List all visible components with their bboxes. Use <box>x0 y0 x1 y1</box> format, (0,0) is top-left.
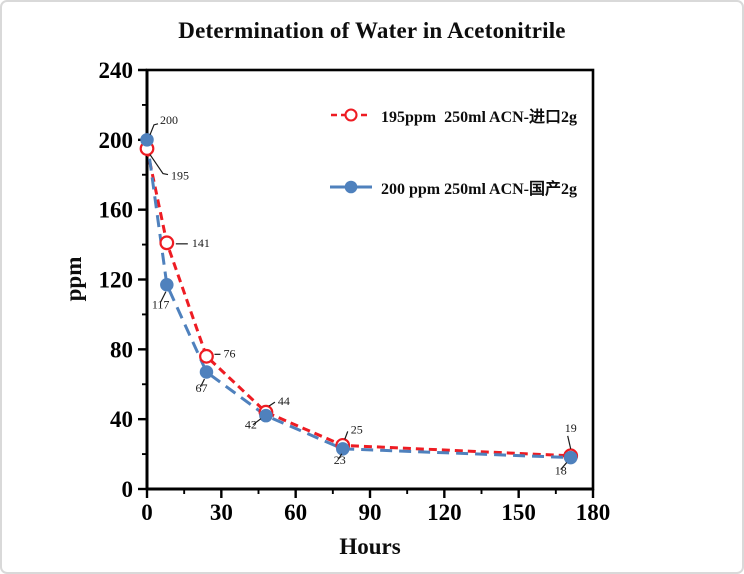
series-line-domestic <box>145 139 571 460</box>
data-point-label-domestic: 117 <box>152 298 170 312</box>
x-axis-title: Hours <box>339 534 401 559</box>
data-point-marker-domestic <box>199 365 214 379</box>
data-point-marker-domestic <box>160 277 174 292</box>
point-label-leader-imported <box>149 154 169 176</box>
point-label-leader-domestic <box>252 418 262 426</box>
x-tick-label: 30 <box>210 500 233 525</box>
data-point-label-imported: 195 <box>171 169 189 183</box>
y-tick-label: 240 <box>99 58 134 83</box>
data-point-label-domestic: 67 <box>195 381 207 395</box>
legend-item-domestic: 200 ppm 250ml ACN-国产2g <box>328 177 578 198</box>
y-tick-label: 200 <box>99 128 134 153</box>
point-label-leader-domestic <box>199 378 206 388</box>
point-label-leader-domestic <box>338 453 343 460</box>
y-tick-label: 40 <box>110 407 133 432</box>
y-tick-label: 80 <box>110 337 133 362</box>
point-label-leader-domestic <box>149 123 159 136</box>
data-point-label-imported: 44 <box>278 394 290 408</box>
data-point-label-domestic: 18 <box>555 464 567 478</box>
data-point-label-imported: 19 <box>565 421 577 435</box>
legend: 195ppm 250ml ACN-进口2g 200 ppm 250ml ACN-… <box>328 105 578 198</box>
data-point-marker-imported <box>159 235 175 251</box>
data-point-marker-domestic <box>140 133 154 147</box>
data-point-marker-domestic <box>563 450 578 465</box>
data-point-label-imported: 76 <box>223 346 235 360</box>
x-tick-label: 180 <box>576 500 611 525</box>
data-point-marker-domestic <box>259 408 273 423</box>
x-tick-label: 60 <box>284 500 307 525</box>
x-tick-label: 90 <box>359 500 382 525</box>
y-tick-label: 0 <box>122 477 134 502</box>
data-point-label-imported: 141 <box>192 236 210 250</box>
y-tick-label: 120 <box>99 268 134 293</box>
x-tick-label: 120 <box>427 500 462 525</box>
point-label-leader-imported <box>268 401 276 407</box>
chart-title: Determination of Water in Acetonitrile <box>178 18 566 43</box>
data-point-label-imported: 25 <box>351 422 363 436</box>
point-label-leader-imported <box>567 435 572 449</box>
point-label-leader-domestic <box>160 291 167 303</box>
point-label-leader-domestic <box>560 462 568 470</box>
x-tick-label: 150 <box>501 500 536 525</box>
legend-label-domestic: 200 ppm 250ml ACN-国产2g <box>381 181 578 198</box>
x-tick-label: 0 <box>141 500 153 525</box>
data-point-label-domestic: 200 <box>160 113 178 127</box>
legend-marker-dashed-open-circle-icon <box>331 108 371 122</box>
y-tick-label: 160 <box>99 198 134 223</box>
legend-marker-solid-filled-circle-icon <box>330 180 372 194</box>
series-line-imported <box>145 148 571 458</box>
point-label-leader-imported <box>344 431 349 440</box>
legend-item-imported: 195ppm 250ml ACN-进口2g <box>328 105 578 126</box>
data-point-label-domestic: 23 <box>334 453 346 467</box>
data-point-marker-imported <box>199 348 214 364</box>
data-point-label-domestic: 42 <box>245 418 257 432</box>
legend-label-imported: 195ppm 250ml ACN-进口2g <box>381 109 578 126</box>
data-point-marker-domestic <box>335 442 350 456</box>
